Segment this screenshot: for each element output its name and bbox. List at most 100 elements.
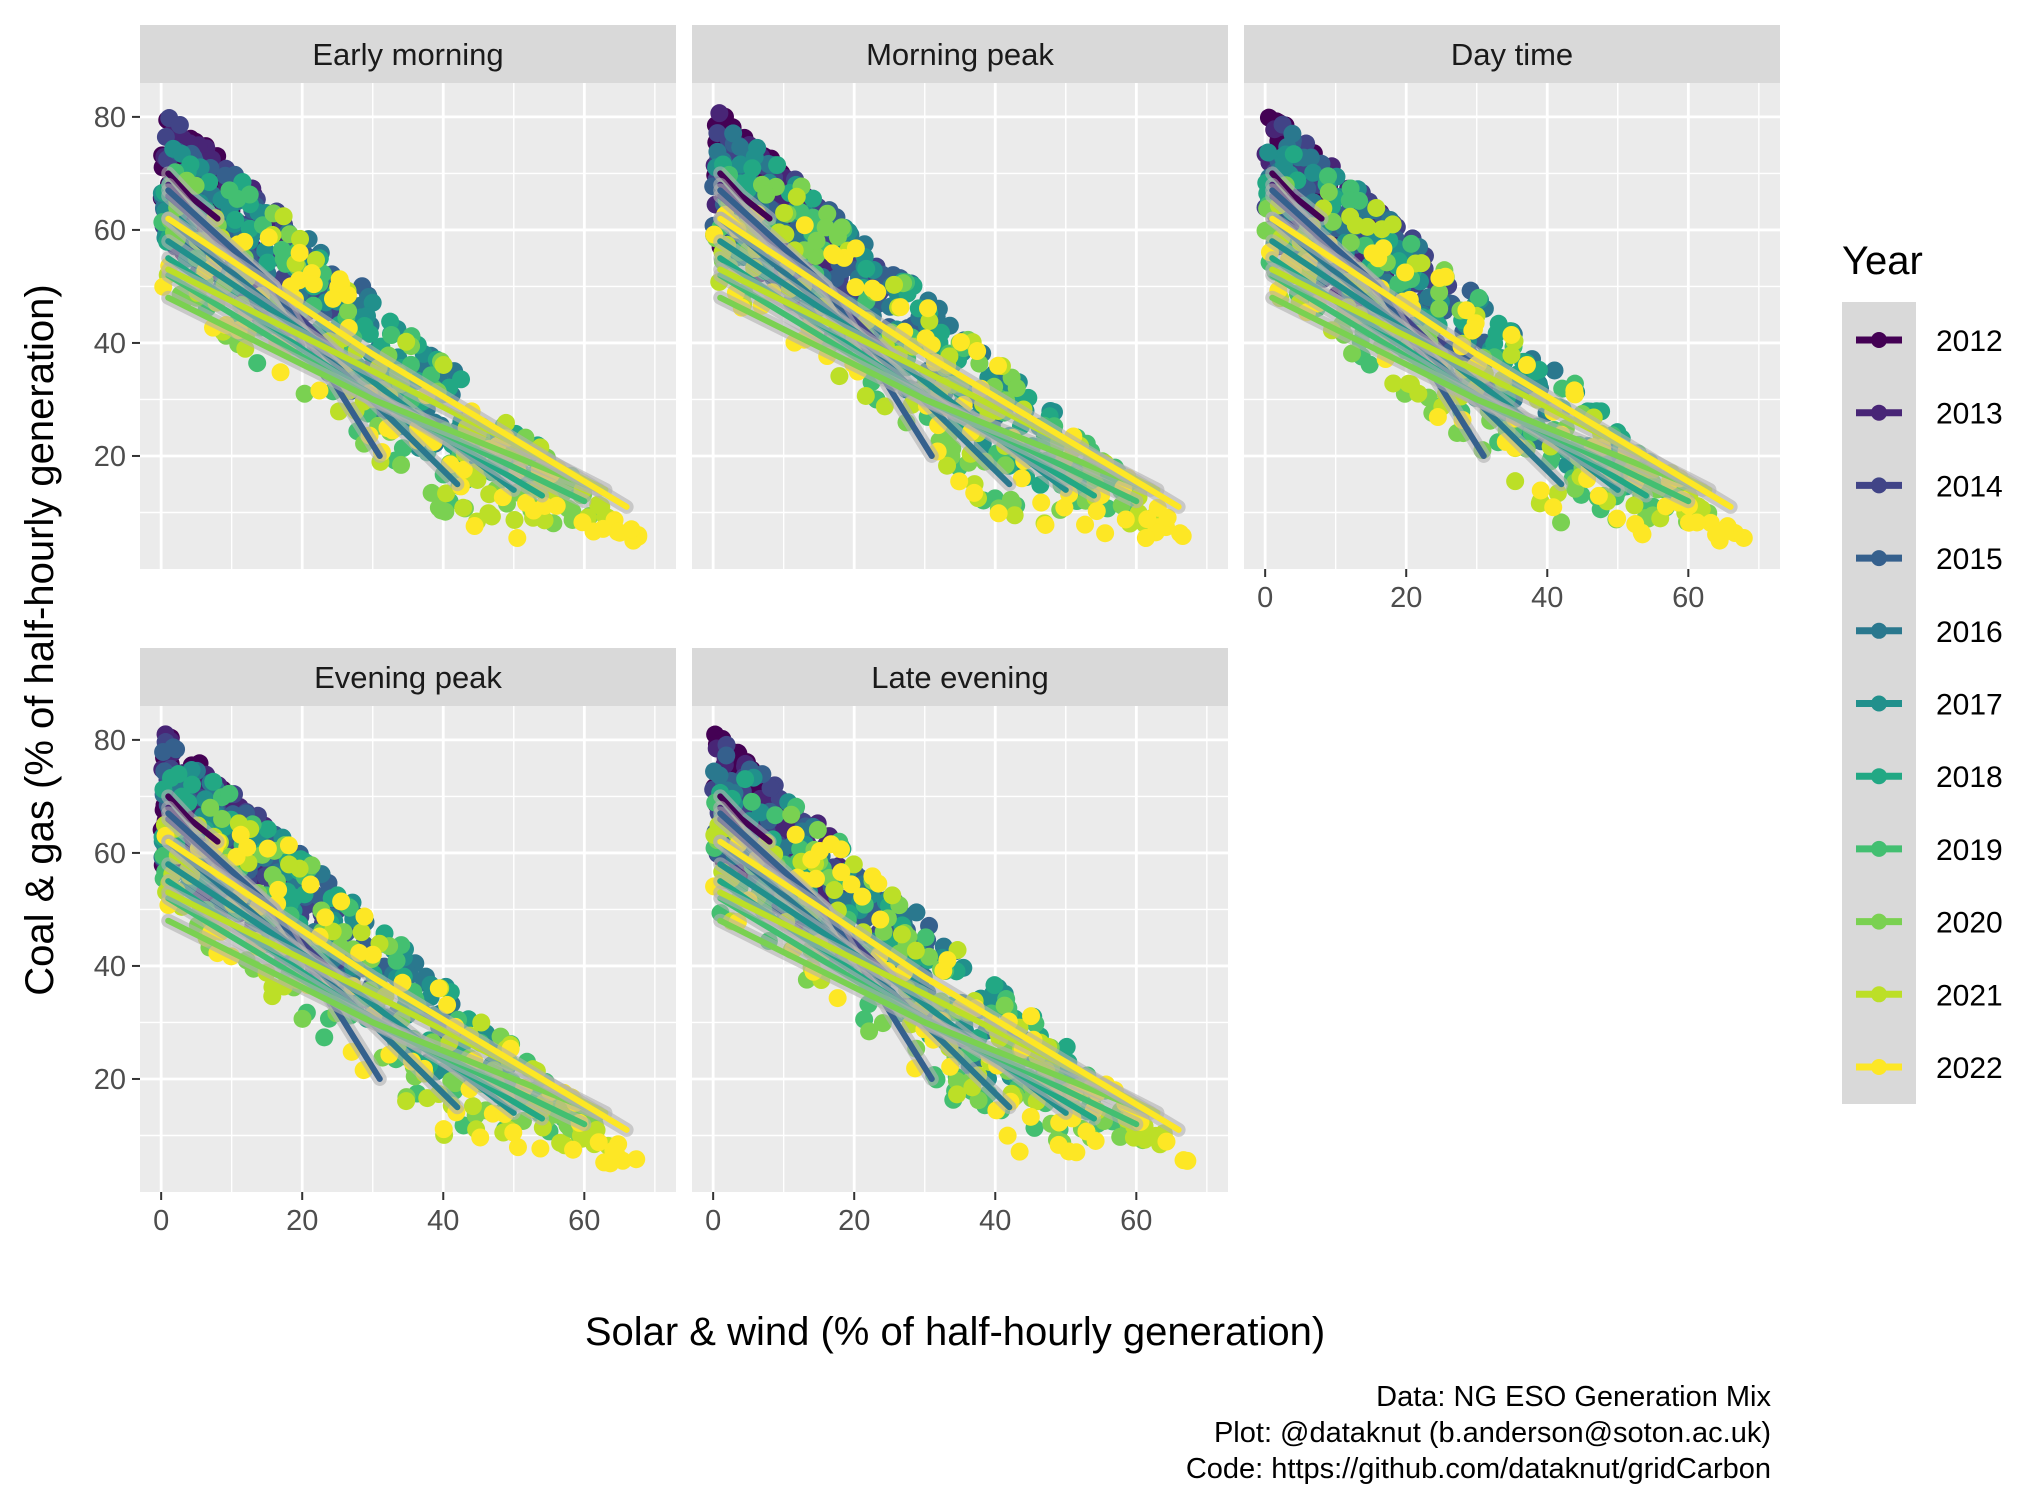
data-point: [1138, 510, 1157, 529]
legend-label: 2015: [1936, 543, 2003, 576]
legend-key-point: [1871, 986, 1887, 1003]
facet-strip: [140, 648, 676, 706]
x-tick-label: 60: [1672, 582, 1704, 614]
y-tick-label: 80: [94, 725, 126, 757]
trend-line: [165, 793, 221, 845]
legend-label: 2022: [1936, 1052, 2003, 1085]
data-point: [480, 485, 499, 504]
data-point: [863, 279, 882, 298]
data-point: [1158, 508, 1177, 527]
x-tick-label: 40: [427, 1205, 459, 1237]
data-point: [885, 275, 904, 294]
data-point: [589, 1133, 608, 1152]
data-point: [248, 354, 267, 373]
data-point: [1383, 215, 1402, 234]
data-point: [1319, 183, 1338, 202]
facet-panel: Morning peak: [692, 25, 1228, 569]
facet-label: Morning peak: [866, 37, 1054, 72]
data-point: [856, 386, 875, 405]
legend-key-point: [1871, 622, 1887, 639]
data-point: [1502, 346, 1521, 365]
data-point: [1096, 524, 1115, 543]
data-point: [1464, 320, 1483, 339]
legend-key-point: [1871, 840, 1887, 857]
trend-line: [1269, 294, 1706, 493]
data-point: [766, 806, 785, 825]
data-point: [213, 809, 232, 828]
data-point: [761, 779, 780, 798]
data-point: [1625, 496, 1644, 515]
data-point: [1341, 233, 1360, 252]
data-point: [201, 798, 220, 817]
y-tick-label: 80: [94, 102, 126, 134]
data-point: [731, 138, 750, 157]
data-point: [1430, 283, 1449, 302]
data-point: [860, 1022, 879, 1041]
data-point: [274, 207, 293, 226]
data-layer: [152, 109, 648, 550]
data-point: [968, 342, 987, 361]
facet-strip: [692, 25, 1228, 83]
data-point: [363, 945, 382, 964]
data-point: [263, 866, 282, 885]
data-point: [1340, 191, 1359, 210]
data-point: [1489, 314, 1508, 333]
data-point: [220, 784, 239, 803]
data-point: [1116, 510, 1135, 529]
trend-line: [165, 838, 630, 1133]
data-point: [397, 1092, 416, 1111]
legend-label: 2013: [1936, 398, 2003, 431]
data-point: [290, 243, 309, 262]
data-point: [907, 903, 926, 922]
y-tick-label: 60: [94, 838, 126, 870]
data-point: [853, 887, 872, 906]
data-point: [434, 355, 453, 374]
data-point: [330, 270, 349, 289]
legend-label: 2016: [1936, 616, 2003, 649]
trend-line: [165, 170, 221, 222]
x-tick-label: 20: [838, 1205, 870, 1237]
data-point: [883, 886, 902, 905]
x-tick-label: 0: [705, 1205, 721, 1237]
data-point: [154, 742, 173, 761]
x-tick-label: 60: [1120, 1205, 1152, 1237]
data-point: [1626, 515, 1645, 534]
data-point: [434, 1120, 453, 1139]
data-point: [504, 1123, 523, 1142]
legend-key-point: [1871, 768, 1887, 785]
data-point: [832, 840, 851, 859]
data-point: [1367, 198, 1386, 217]
data-layer: [1256, 108, 1753, 550]
data-point: [743, 159, 762, 178]
data-point: [825, 881, 844, 900]
facet-strip: [1244, 25, 1780, 83]
data-point: [220, 181, 239, 200]
data-point: [1086, 1131, 1105, 1150]
data-point: [1360, 355, 1379, 374]
facet-panel: Early morning 20 40 60 80: [94, 25, 676, 569]
data-point: [271, 363, 290, 382]
data-point: [216, 166, 235, 185]
data-point: [916, 928, 935, 947]
data-point: [710, 766, 729, 785]
data-point: [891, 298, 910, 317]
caption: Data: NG ESO Generation Mix Plot: @datak…: [1186, 1381, 1772, 1485]
y-tick-label: 60: [94, 215, 126, 247]
data-point: [1358, 217, 1377, 236]
trend-line: [165, 294, 602, 493]
data-point: [1284, 145, 1303, 164]
data-point: [1022, 1007, 1041, 1026]
x-axis-title: Solar & wind (% of half-hourly generatio…: [585, 1310, 1325, 1354]
data-point: [323, 289, 342, 308]
legend-title: Year: [1842, 239, 1923, 283]
data-point: [919, 299, 938, 318]
data-point: [200, 173, 219, 192]
data-point: [258, 839, 277, 858]
data-point: [989, 356, 1008, 375]
facet-panel: Late evening 0 20 40 60: [692, 648, 1228, 1237]
data-point: [1457, 301, 1476, 320]
data-point: [280, 855, 299, 874]
x-tick-label: 20: [1390, 582, 1422, 614]
data-point: [1469, 288, 1488, 307]
